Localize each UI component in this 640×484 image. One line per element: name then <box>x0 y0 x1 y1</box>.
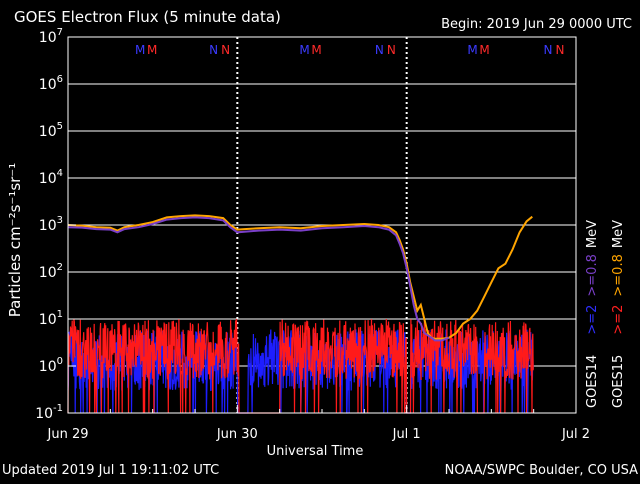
y-axis-label: Particles cm⁻²s⁻¹sr⁻¹ <box>6 163 24 317</box>
y-tick-label: 107 <box>39 27 63 46</box>
y-tick-label: 101 <box>39 309 63 328</box>
y-tick-label: 103 <box>39 215 63 234</box>
marker-letter: M <box>135 43 145 57</box>
y-tick-label: 106 <box>39 74 63 93</box>
source-label: NOAA/SWPC Boulder, CO USA <box>445 463 638 478</box>
marker-letter: N <box>544 43 553 57</box>
marker-letter: N <box>209 43 218 57</box>
begin-label: Begin: 2019 Jun 29 0000 UTC <box>441 17 632 32</box>
marker-letter: M <box>467 43 477 57</box>
plot-area: M M N N M M N N M M N N10-1100101102103104105106107… <box>35 27 590 442</box>
x-tick-label: Jun 29 <box>47 427 89 442</box>
updated-label: Updated 2019 Jul 1 19:11:02 UTC <box>2 463 219 478</box>
y-tick-label: 100 <box>39 356 63 375</box>
legend-entry: GOES14>=2>=0.8MeV <box>585 220 600 408</box>
y-tick-label: 104 <box>39 168 63 187</box>
x-tick-label: Jul 1 <box>392 427 421 442</box>
series-line <box>67 318 534 414</box>
marker-letter: M <box>147 43 157 57</box>
chart-title: GOES Electron Flux (5 minute data) <box>14 8 281 26</box>
y-tick-label: 102 <box>39 262 63 281</box>
marker-letter: N <box>375 43 384 57</box>
x-tick-label: Jun 30 <box>216 427 258 442</box>
legend-entry: GOES15>=2>=0.8MeV <box>611 220 626 408</box>
y-tick-label: 10-1 <box>35 403 63 422</box>
x-tick-label: Jul 2 <box>561 427 590 442</box>
legend: GOES14>=2>=0.8MeV GOES15>=2>=0.8MeV <box>585 220 626 408</box>
series-line <box>67 216 450 342</box>
series-line <box>67 214 533 340</box>
y-tick-label: 105 <box>39 121 63 140</box>
marker-letter: N <box>556 43 565 57</box>
marker-letter: M <box>299 43 309 57</box>
marker-letter: M <box>311 43 321 57</box>
marker-letter: N <box>221 43 230 57</box>
marker-letter: N <box>387 43 396 57</box>
x-axis-label: Universal Time <box>267 444 364 459</box>
marker-letter: M <box>479 43 489 57</box>
